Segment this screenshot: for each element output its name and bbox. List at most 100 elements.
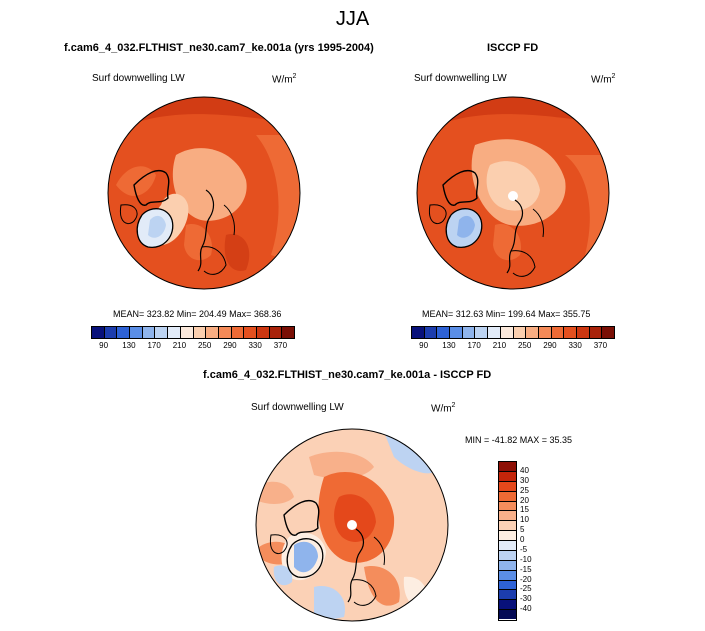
obs-colorbar-swatch [602, 327, 614, 338]
diff-colorbar-swatch [499, 590, 516, 601]
obs-colorbar-tick-label: 290 [543, 341, 557, 350]
diff-colorbar-swatch [499, 471, 516, 482]
model-colorbar-swatch [168, 327, 181, 338]
diff-colorbar-tick-label: 15 [520, 505, 529, 515]
model-polar-map [107, 96, 301, 290]
obs-colorbar-swatch [589, 327, 603, 338]
obs-colorbar-swatch [576, 327, 590, 338]
model-colorbar-swatch [180, 327, 194, 338]
obs-colorbar-swatch [475, 327, 489, 338]
model-colorbar-swatch [92, 327, 105, 338]
model-stats: MEAN= 323.82 Min= 204.49 Max= 368.36 [113, 309, 282, 319]
model-colorbar-tick-label: 170 [147, 341, 161, 350]
obs-colorbar-swatch [462, 327, 476, 338]
obs-colorbar-tick-label: 250 [517, 341, 532, 350]
obs-colorbar-swatch [538, 327, 552, 338]
model-colorbar-swatch [155, 327, 169, 338]
diff-colorbar-swatch [499, 570, 516, 581]
model-units-label: W/m2 [272, 73, 297, 86]
obs-colorbar [411, 326, 615, 339]
obs-colorbar-tick-label: 210 [492, 341, 507, 350]
obs-panel-title: ISCCP FD [487, 42, 539, 54]
obs-colorbar-ticks: 90 130 170 210 250 290 330 370 [411, 341, 615, 351]
diff-colorbar-swatch [499, 462, 516, 472]
diff-colorbar-tick-label: 5 [520, 525, 525, 535]
obs-colorbar-tick-label: 370 [593, 341, 608, 350]
obs-colorbar-tick-label: 330 [568, 341, 582, 350]
model-colorbar-tick-label: 90 [99, 341, 109, 350]
diff-colorbar [498, 461, 517, 621]
diff-colorbar-swatch [499, 481, 516, 492]
model-colorbar-swatch [193, 327, 207, 338]
diff-colorbar-tick-label: -25 [520, 584, 532, 594]
diff-colorbar-swatch [499, 511, 516, 522]
diff-colorbar-tick-label: -20 [520, 574, 532, 584]
diff-colorbar-ticks: 40 30 25 20 15 10 5 0 -5 -10 -15 -20 -25 -30 -40 [520, 461, 560, 621]
model-colorbar-swatch [117, 327, 131, 338]
diff-colorbar-swatch [499, 521, 516, 532]
diff-colorbar-swatch [499, 610, 516, 619]
obs-colorbar-swatch [551, 327, 565, 338]
diff-colorbar-swatch [499, 580, 516, 591]
model-colorbar-swatch [206, 327, 219, 338]
model-colorbar [91, 326, 295, 339]
model-panel-title: f.cam6_4_032.FLTHIST_ne30.cam7_ke.001a (… [64, 42, 374, 54]
diff-colorbar-swatch [499, 560, 516, 571]
obs-colorbar-tick-label: 130 [442, 341, 456, 350]
diff-colorbar-tick-label: -15 [520, 564, 532, 574]
model-colorbar-swatch [282, 327, 294, 338]
diff-colorbar-tick-label: 0 [520, 535, 525, 544]
model-colorbar-swatch [244, 327, 257, 338]
model-colorbar-swatch [218, 327, 232, 338]
obs-stats: MEAN= 312.63 Min= 199.64 Max= 355.75 [422, 309, 591, 319]
diff-colorbar-tick-label: 30 [520, 475, 529, 485]
obs-colorbar-swatch [437, 327, 451, 338]
diff-colorbar-swatch [499, 600, 516, 611]
model-colorbar-swatch [142, 327, 156, 338]
obs-colorbar-swatch [424, 327, 438, 338]
diff-colorbar-tick-label: 20 [520, 495, 529, 505]
diff-polar-map [255, 428, 449, 622]
model-variable-label: Surf downwelling LW [92, 73, 185, 84]
model-colorbar-tick-label: 370 [273, 341, 288, 350]
diff-colorbar-swatch [499, 541, 516, 551]
obs-colorbar-swatch [513, 327, 527, 338]
obs-colorbar-swatch [526, 327, 539, 338]
model-colorbar-swatch [130, 327, 143, 338]
model-colorbar-tick-label: 250 [197, 341, 212, 350]
model-colorbar-swatch [256, 327, 270, 338]
diff-colorbar-swatch [499, 550, 516, 561]
obs-colorbar-tick-label: 170 [467, 341, 481, 350]
model-colorbar-swatch [104, 327, 118, 338]
obs-colorbar-swatch [450, 327, 463, 338]
model-colorbar-swatch [231, 327, 245, 338]
obs-variable-label: Surf downwelling LW [414, 73, 507, 84]
diff-colorbar-tick-label: 10 [520, 515, 529, 525]
diff-colorbar-tick-label: -5 [520, 544, 528, 554]
diff-colorbar-tick-label: -10 [520, 554, 532, 564]
obs-colorbar-swatch [564, 327, 577, 338]
model-colorbar-tick-label: 290 [223, 341, 237, 350]
diff-colorbar-swatch [499, 501, 516, 512]
obs-colorbar-swatch [412, 327, 425, 338]
model-colorbar-swatch [269, 327, 283, 338]
obs-colorbar-swatch [500, 327, 514, 338]
diff-panel-title: f.cam6_4_032.FLTHIST_ne30.cam7_ke.001a -… [203, 369, 492, 381]
diff-colorbar-swatch [499, 491, 516, 502]
obs-colorbar-swatch [488, 327, 501, 338]
diff-colorbar-tick-label: -40 [520, 604, 532, 614]
season-title: JJA [335, 8, 370, 30]
obs-units-label: W/m2 [591, 73, 616, 86]
model-colorbar-tick-label: 210 [172, 341, 187, 350]
diff-units-label: W/m2 [431, 402, 456, 415]
diff-stats: MIN = -41.82 MAX = 35.35 [465, 435, 573, 445]
diff-colorbar-swatch [499, 531, 516, 541]
diff-variable-label: Surf downwelling LW [251, 402, 344, 413]
diff-colorbar-tick-label: -30 [520, 594, 532, 604]
obs-polar-map [416, 96, 610, 290]
model-colorbar-tick-label: 130 [122, 341, 136, 350]
model-colorbar-ticks: 90 130 170 210 250 290 330 370 [91, 341, 295, 351]
diff-colorbar-tick-label: 40 [520, 465, 529, 475]
obs-colorbar-tick-label: 90 [419, 341, 429, 350]
model-colorbar-tick-label: 330 [248, 341, 262, 350]
